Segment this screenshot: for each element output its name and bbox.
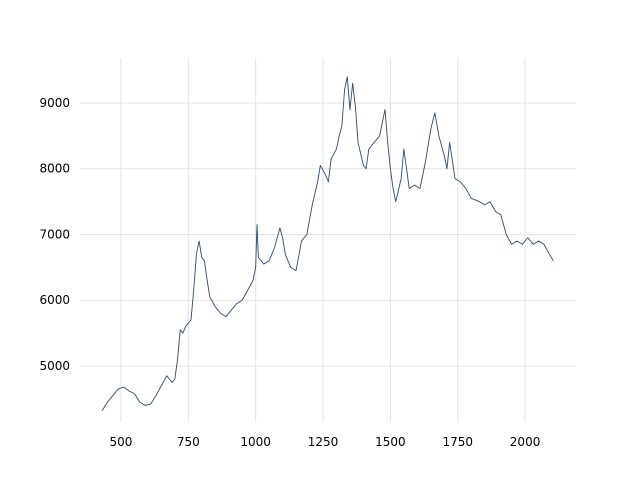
y-tick-label: 5000: [39, 359, 70, 373]
x-tick-label: 1250: [308, 435, 339, 449]
y-tick-label: 7000: [39, 227, 70, 241]
data-line: [101, 76, 554, 411]
y-tick-label: 9000: [39, 96, 70, 110]
x-tick-label: 1750: [442, 435, 473, 449]
y-tick-label: 6000: [39, 293, 70, 307]
x-tick-label: 500: [109, 435, 132, 449]
x-tick-label: 1000: [240, 435, 271, 449]
x-tick-label: 750: [177, 435, 200, 449]
x-tick-label: 2000: [510, 435, 541, 449]
y-tick-label: 8000: [39, 162, 70, 176]
x-tick-label: 1500: [375, 435, 406, 449]
